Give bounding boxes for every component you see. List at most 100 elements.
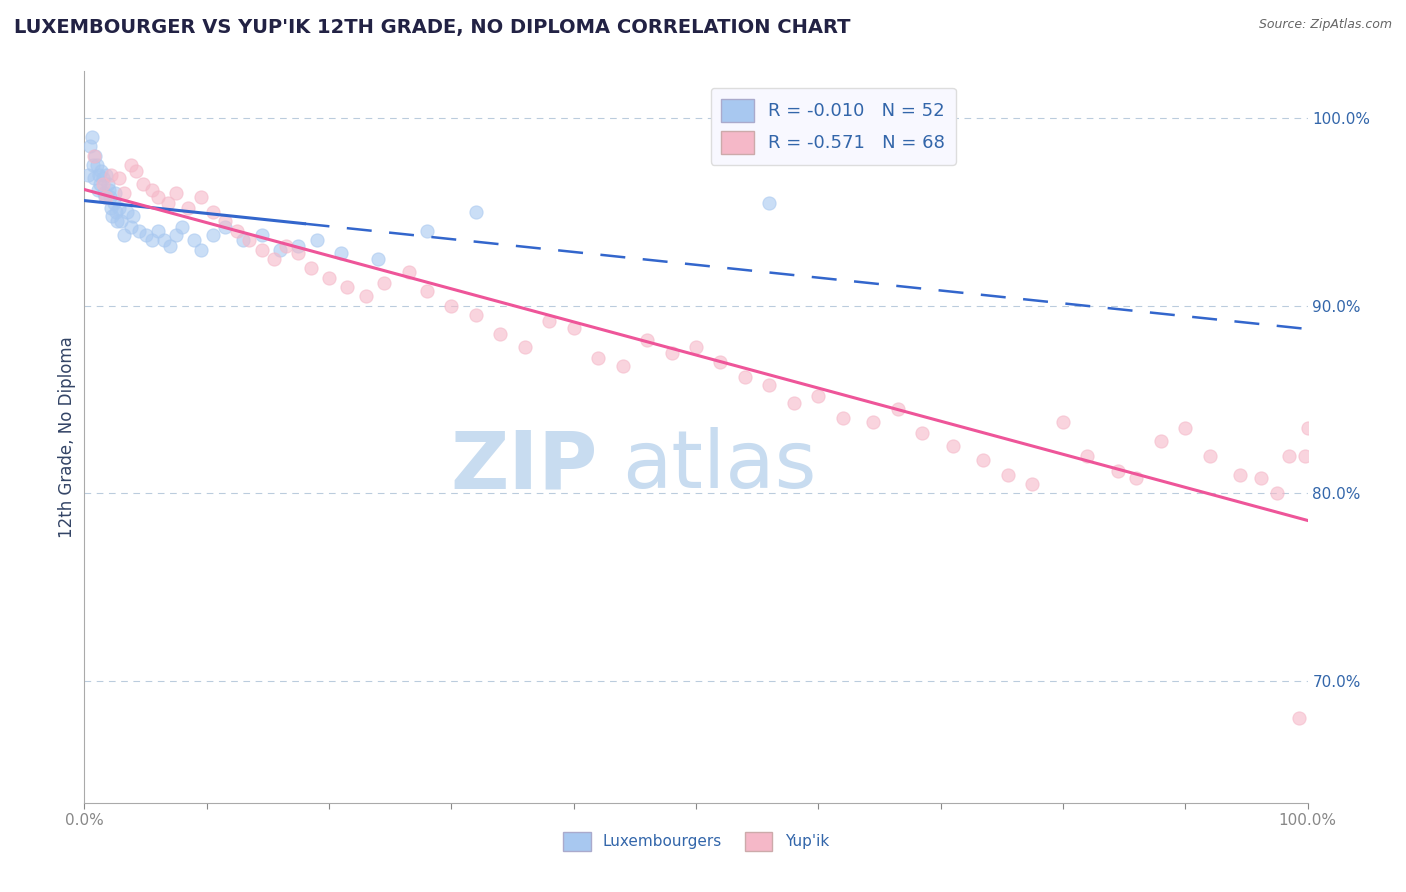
Point: [177, 201, 200, 215]
Point: [159, 239, 181, 253]
Point: [98, 190, 121, 204]
Point: [562, 321, 585, 335]
Point: [367, 252, 389, 266]
Point: [709, 355, 731, 369]
Point: [636, 333, 658, 347]
Point: [1265, 486, 1288, 500]
Point: [1174, 420, 1197, 434]
Point: [165, 186, 187, 201]
Point: [90, 163, 112, 178]
Point: [103, 195, 125, 210]
Point: [330, 246, 353, 260]
Point: [887, 401, 910, 416]
Point: [101, 209, 124, 223]
Point: [122, 209, 145, 223]
Point: [238, 233, 260, 247]
Point: [91, 177, 114, 191]
Point: [153, 233, 176, 247]
Point: [172, 220, 194, 235]
Point: [79, 139, 101, 153]
Point: [135, 227, 157, 242]
Point: [77, 168, 100, 182]
Point: [84, 149, 107, 163]
Point: [156, 195, 179, 210]
Point: [214, 220, 236, 235]
Point: [942, 440, 965, 454]
Point: [89, 177, 111, 191]
Point: [82, 158, 104, 172]
Point: [997, 467, 1019, 482]
Point: [373, 277, 395, 291]
Point: [398, 265, 420, 279]
Text: ZIP: ZIP: [451, 427, 598, 506]
Point: [87, 182, 110, 196]
Point: [464, 308, 486, 322]
Point: [1107, 464, 1129, 478]
Point: [120, 220, 142, 235]
Y-axis label: 12th Grade, No Diploma: 12th Grade, No Diploma: [58, 336, 76, 538]
Point: [1288, 711, 1310, 725]
Point: [685, 340, 707, 354]
Point: [807, 389, 830, 403]
Point: [783, 396, 806, 410]
Point: [1125, 471, 1147, 485]
Point: [91, 171, 114, 186]
Point: [165, 227, 187, 242]
Point: [287, 239, 309, 253]
Point: [250, 243, 273, 257]
Point: [105, 214, 128, 228]
Point: [287, 246, 309, 260]
Point: [318, 270, 340, 285]
Point: [83, 149, 105, 163]
Point: [141, 182, 163, 196]
Point: [758, 195, 780, 210]
Text: Source: ZipAtlas.com: Source: ZipAtlas.com: [1258, 18, 1392, 31]
Point: [586, 351, 609, 366]
Point: [97, 182, 120, 196]
Point: [1076, 449, 1098, 463]
Point: [1250, 471, 1272, 485]
Point: [115, 205, 138, 219]
Point: [190, 190, 212, 204]
Point: [1229, 467, 1251, 482]
Point: [758, 377, 780, 392]
Point: [1296, 420, 1319, 434]
Point: [110, 214, 132, 228]
Point: [100, 168, 122, 182]
Point: [105, 205, 128, 219]
Point: [96, 190, 118, 204]
Legend: Luxembourgers, Yup'ik: Luxembourgers, Yup'ik: [557, 825, 835, 857]
Point: [263, 252, 285, 266]
Point: [513, 340, 536, 354]
Point: [201, 205, 224, 219]
Point: [734, 370, 756, 384]
Point: [305, 233, 328, 247]
Point: [94, 190, 117, 204]
Point: [538, 314, 561, 328]
Point: [87, 168, 110, 182]
Point: [416, 224, 439, 238]
Text: atlas: atlas: [623, 427, 817, 506]
Point: [440, 299, 463, 313]
Point: [104, 186, 127, 201]
Point: [661, 345, 683, 359]
Point: [250, 227, 273, 242]
Point: [1278, 449, 1301, 463]
Point: [86, 158, 108, 172]
Point: [1021, 477, 1043, 491]
Point: [612, 359, 634, 373]
Point: [96, 168, 118, 182]
Point: [299, 261, 322, 276]
Point: [464, 205, 486, 219]
Point: [416, 284, 439, 298]
Point: [1198, 449, 1220, 463]
Point: [120, 158, 142, 172]
Point: [190, 243, 212, 257]
Point: [132, 177, 155, 191]
Point: [1294, 449, 1316, 463]
Point: [112, 227, 135, 242]
Point: [112, 186, 135, 201]
Point: [141, 233, 163, 247]
Point: [80, 130, 103, 145]
Point: [862, 415, 884, 429]
